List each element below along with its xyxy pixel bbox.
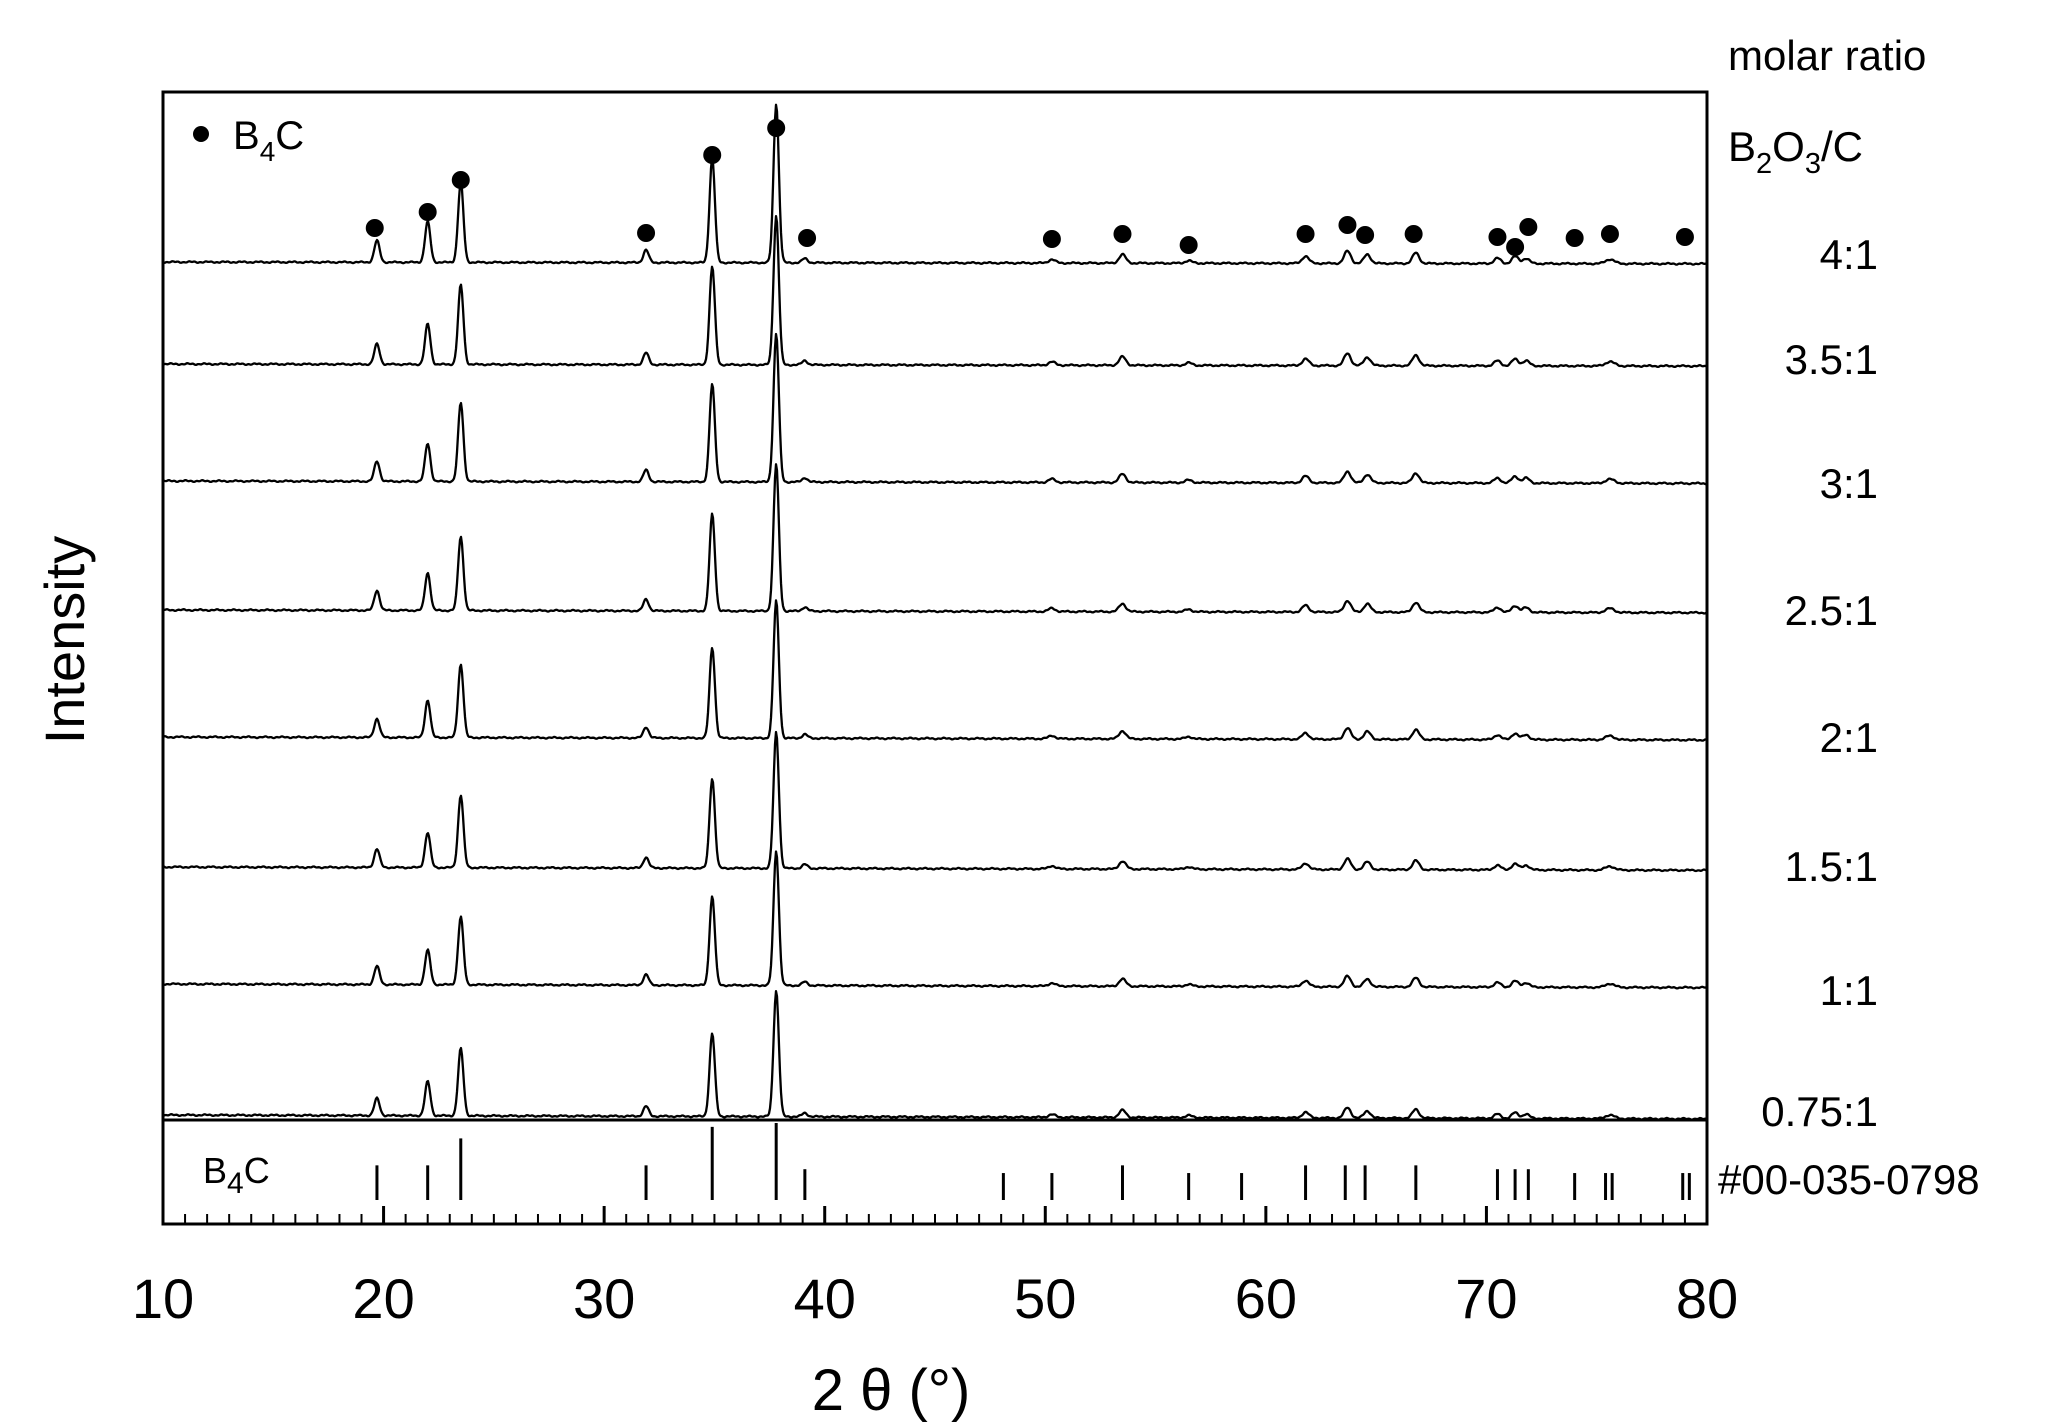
b4c-marker — [1488, 228, 1507, 246]
legend: B4C — [193, 114, 304, 167]
b4c-marker — [1600, 225, 1619, 243]
b4c-marker — [365, 219, 384, 237]
b4c-marker — [1356, 226, 1375, 244]
b4c-marker — [767, 119, 786, 137]
reference-phase-label: B4C — [203, 1150, 270, 1200]
legend-label: B4C — [233, 114, 304, 167]
right-header-line1: molar ratio — [1728, 32, 1926, 79]
b4c-marker — [1519, 218, 1538, 236]
b4c-marker — [418, 203, 437, 221]
pattern-line-6 — [163, 730, 1707, 873]
series-label: 1.5:1 — [1785, 843, 1878, 890]
x-tick-label: 30 — [573, 1267, 635, 1330]
b4c-marker — [637, 224, 656, 242]
b4c-marker — [1675, 228, 1694, 246]
x-tick-label: 10 — [132, 1267, 194, 1330]
series-label: 2.5:1 — [1785, 587, 1878, 634]
pattern-line-5 — [163, 599, 1707, 742]
x-tick-label: 50 — [1014, 1267, 1076, 1330]
reference-pdf-card: #00-035-0798 — [1718, 1156, 1980, 1203]
x-tick-label: 80 — [1676, 1267, 1738, 1330]
b4c-peak-markers — [365, 119, 1694, 256]
x-axis: 10 20 30 40 50 60 70 80 — [132, 1206, 1738, 1330]
b4c-marker — [1179, 236, 1198, 254]
b4c-marker — [1565, 229, 1584, 247]
series-label: 2:1 — [1820, 714, 1878, 761]
b4c-marker — [798, 229, 817, 247]
legend-marker — [193, 126, 209, 142]
pattern-line-7 — [163, 850, 1707, 990]
x-axis-label: 2 θ (°) — [812, 1358, 971, 1423]
series-label: 0.75:1 — [1761, 1088, 1878, 1135]
pattern-line-1 — [163, 103, 1707, 266]
reference-pattern-panel: B4C #00-035-0798 — [203, 1123, 1980, 1203]
pattern-line-8 — [163, 990, 1707, 1121]
pattern-line-4 — [163, 463, 1707, 615]
x-tick-label: 70 — [1455, 1267, 1517, 1330]
right-header-line2: B2O3/C — [1728, 123, 1863, 180]
pattern-line-3 — [163, 332, 1707, 486]
b4c-marker — [1404, 225, 1423, 243]
b4c-marker — [1296, 225, 1315, 243]
series-label: 4:1 — [1820, 231, 1878, 278]
x-tick-label: 40 — [794, 1267, 856, 1330]
b4c-marker — [1338, 216, 1357, 234]
b4c-marker — [703, 146, 722, 164]
b4c-marker — [451, 171, 470, 189]
pattern-line-2 — [163, 215, 1707, 369]
x-tick-label: 60 — [1235, 1267, 1297, 1330]
b4c-marker — [1113, 225, 1132, 243]
series-label: 3.5:1 — [1785, 336, 1878, 383]
series-label: 3:1 — [1820, 460, 1878, 507]
diffraction-patterns: 4:1 3.5:1 3:1 2.5:1 2:1 1.5:1 1:1 0.75:1 — [163, 103, 1878, 1135]
y-axis-label: Intensity — [33, 536, 96, 745]
x-tick-label: 20 — [352, 1267, 414, 1330]
b4c-marker — [1506, 238, 1525, 256]
series-label: 1:1 — [1820, 967, 1878, 1014]
b4c-marker — [1042, 230, 1061, 248]
